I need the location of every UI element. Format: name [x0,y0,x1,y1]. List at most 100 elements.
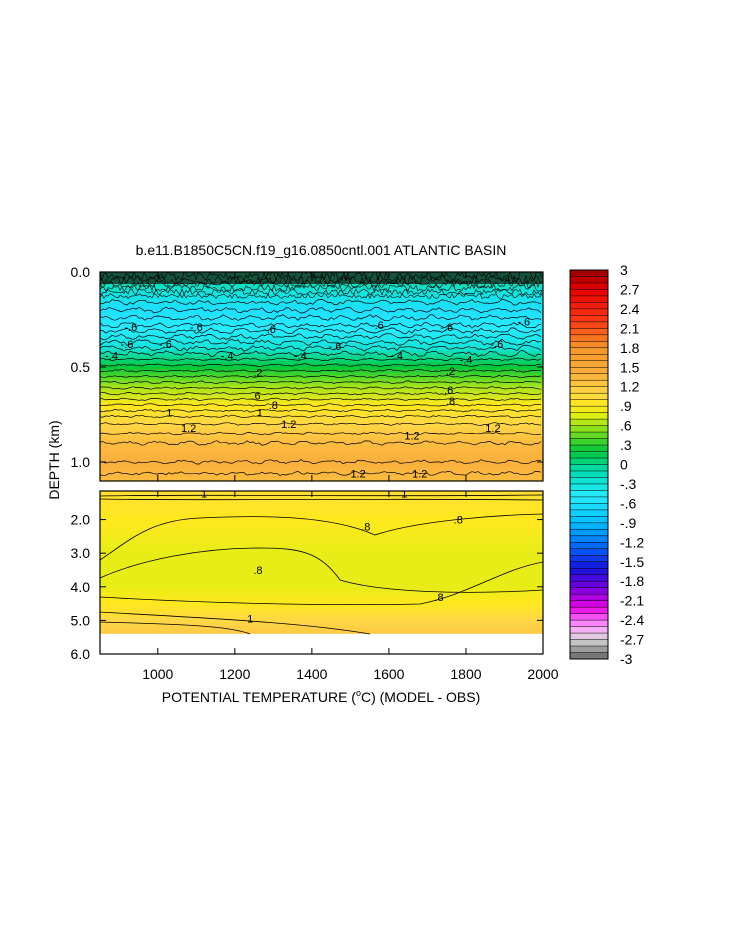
contour-label: .2 [253,368,262,380]
colorbar-bin [570,393,608,400]
colorbar-bin [570,308,608,316]
upper-contour-line [100,333,542,340]
colorbar-bin [570,561,608,569]
colorbar-bin [570,542,608,550]
y-tick-label: 0.5 [71,359,91,375]
colorbar-label: -2.4 [620,612,644,628]
colorbar-bin [570,496,608,504]
colorbar-bin [570,522,608,530]
colorbar-label: -1.5 [620,554,644,570]
lower-contour-line [100,621,251,635]
colorbar-bin [570,503,608,511]
colorbar-bin [570,581,608,588]
contour-label: -.6 [263,324,276,336]
upper-contour-line [100,408,542,413]
surface-noise-line [100,292,543,300]
colorbar-bin [570,321,608,329]
colorbar-label: 0 [620,457,628,473]
colorbar-label: -.3 [620,476,637,492]
contour-label: -.4 [460,354,473,366]
colorbar-bin [570,477,608,485]
upper-contour-line [100,357,542,362]
surface-noise-line [100,288,543,296]
surface-noise-line [100,283,543,293]
colorbar-bin [570,470,608,478]
chart-title: b.e11.B1850C5CN.f19_g16.0850cntl.001 ATL… [136,242,507,258]
axes: 1000 1200 1400 1600 1800 2000 0.0 0.5 1.0 2.0 3.0 4… [71,264,559,682]
colorbar-bin [570,406,608,413]
contour-label: .8 [454,515,463,527]
colorbar-bin [570,341,608,349]
upper-contour-line [100,374,542,379]
upper-contour-line [100,350,542,358]
contour-label: -.6 [121,339,134,351]
contour-label: 1 [401,489,407,501]
colorbar-bin [570,295,608,303]
lower-contour-labels: 1 1 .8 .8 .8 .8 1 [201,489,463,626]
colorbar-bin [570,386,608,394]
contour-label: -.6 [440,322,453,334]
colorbar-label: 3 [620,262,628,278]
colorbar-bin [570,419,608,426]
x-axis-label: POTENTIAL TEMPERATURE (oC) (MODEL - OBS) [162,688,481,705]
colorbar-bin [570,516,608,524]
colorbar-bin [570,555,608,563]
y-axis-label: DEPTH (km) [46,420,62,499]
colorbar-bin [570,367,608,375]
colorbar-bin [570,483,608,491]
colorbar-bin [570,412,608,420]
lower-contour-line [100,547,543,593]
colorbar-label: -1.2 [620,534,644,550]
colorbar-bin [570,529,608,537]
x-tick-label: 1600 [373,666,404,682]
colorbar-bin [570,574,608,582]
contour-label: .8 [269,400,278,412]
contour-label: 1.2 [181,423,196,435]
upper-contour-line [100,414,542,419]
colorbar-bin [570,451,608,459]
y-tick-label: 0.0 [71,264,91,280]
upper-contour-line [100,306,542,314]
contour-label: -.4 [390,351,403,363]
upper-panel: -.6 -.6 -.6 -.6 -.6 -.6-.6 -.6 -.6 -.6-.4 -.4 -.4-… [100,272,543,481]
contour-label: .6 [251,391,260,403]
colorbar-bin [570,607,608,614]
contour-label: -.6 [329,341,342,353]
colorbar-label: -.6 [620,495,637,511]
colorbar-label: -1.8 [620,573,644,589]
colorbar-bin [570,464,608,472]
surface-noise-line [100,279,543,290]
colorbar-bin [570,548,608,556]
upper-contour-line [100,391,542,396]
lower-contour-line [100,611,371,635]
contour-label: .8 [253,565,262,577]
upper-panel-frame [99,271,544,482]
upper-contour-line [100,386,542,390]
lower-contour-line [100,494,543,497]
colorbar-bin [570,587,608,595]
colorbar-label: .6 [620,418,632,434]
upper-contour-line [100,403,542,407]
colorbar-bin [570,354,608,362]
colorbar-bin [570,509,608,517]
colorbar-bin [570,620,608,627]
colorbar-bin [570,438,608,446]
upper-contour-line [100,322,542,329]
colorbar-bin [570,594,608,601]
contour-label: -.4 [105,351,118,363]
colorbar-bin [570,302,608,310]
contour-label: .8 [446,396,455,408]
colorbar-bin [570,315,608,323]
colorbar-bin [570,633,608,640]
upper-contour-line [100,470,542,477]
y-tick-label: 6.0 [71,646,91,662]
colorbar-bin [570,380,608,387]
colorbar-bin [570,652,608,660]
upper-contours [100,298,542,477]
colorbar-bin [570,399,608,407]
lower-panel: 1 1 .8 .8 .8 .8 1 [100,489,543,635]
surface-noise [100,272,543,300]
contour-label: 1 [247,614,253,626]
colorbar-label: 2.1 [620,320,640,336]
